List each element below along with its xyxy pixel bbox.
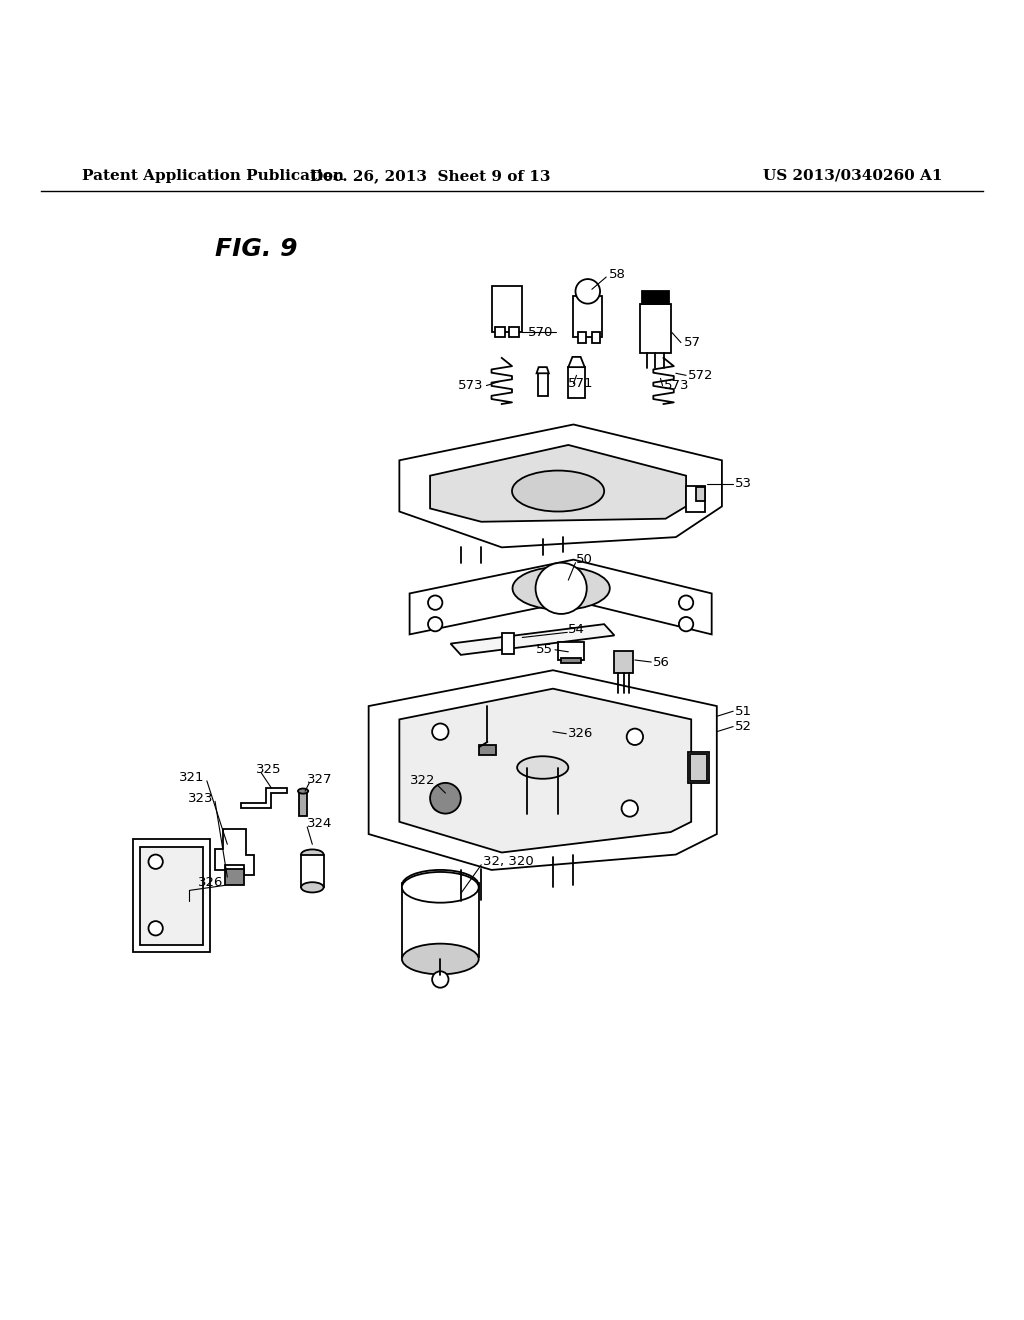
Circle shape [148, 921, 163, 936]
Bar [578, 333, 586, 343]
Text: 57: 57 [684, 337, 701, 348]
Polygon shape [399, 689, 691, 853]
Bar [688, 752, 709, 783]
Text: 572: 572 [688, 368, 714, 381]
Bar [495, 327, 505, 338]
Circle shape [627, 729, 643, 744]
Bar [299, 791, 307, 816]
Bar [614, 651, 633, 673]
Text: FIG. 9: FIG. 9 [215, 236, 298, 260]
Ellipse shape [517, 756, 568, 779]
Text: 321: 321 [179, 771, 205, 784]
Polygon shape [241, 788, 287, 808]
Text: 573: 573 [458, 379, 483, 392]
Text: 52: 52 [735, 721, 753, 733]
Bar [642, 292, 669, 304]
Text: 51: 51 [735, 705, 753, 718]
Bar [479, 744, 496, 755]
Text: 322: 322 [410, 775, 435, 787]
Bar [686, 486, 705, 512]
Bar [690, 754, 707, 781]
Bar [140, 847, 203, 945]
Text: 50: 50 [575, 553, 592, 566]
Bar [558, 642, 584, 660]
Bar [568, 367, 585, 397]
Text: US 2013/0340260 A1: US 2013/0340260 A1 [763, 169, 942, 182]
Circle shape [575, 279, 600, 304]
Text: 571: 571 [568, 378, 594, 389]
Circle shape [430, 783, 461, 813]
Circle shape [622, 800, 638, 817]
Bar [592, 333, 600, 343]
Circle shape [432, 795, 449, 812]
Bar [301, 854, 324, 887]
Ellipse shape [512, 470, 604, 512]
Bar [492, 286, 522, 333]
Bar [696, 487, 705, 502]
Text: Patent Application Publication: Patent Application Publication [82, 169, 344, 182]
Text: 55: 55 [536, 643, 553, 656]
Circle shape [679, 616, 693, 631]
Text: 327: 327 [307, 774, 333, 787]
Text: 570: 570 [527, 326, 553, 339]
Polygon shape [537, 367, 549, 374]
Bar [402, 883, 479, 957]
Polygon shape [451, 624, 614, 655]
Text: 323: 323 [187, 792, 213, 805]
Bar [225, 869, 244, 886]
Text: 326: 326 [568, 727, 594, 741]
Polygon shape [215, 829, 254, 875]
Ellipse shape [298, 788, 308, 793]
Text: 53: 53 [735, 478, 753, 490]
Polygon shape [399, 425, 722, 548]
Text: 573: 573 [664, 379, 689, 392]
Bar [509, 327, 519, 338]
Polygon shape [568, 356, 585, 367]
Ellipse shape [401, 873, 478, 903]
Ellipse shape [401, 944, 478, 974]
Polygon shape [369, 671, 717, 870]
Text: 324: 324 [307, 817, 333, 830]
Circle shape [428, 616, 442, 631]
Circle shape [432, 972, 449, 987]
Text: Dec. 26, 2013  Sheet 9 of 13: Dec. 26, 2013 Sheet 9 of 13 [310, 169, 550, 182]
Circle shape [679, 595, 693, 610]
Text: 32, 320: 32, 320 [483, 855, 535, 869]
Bar [502, 634, 514, 653]
Bar [538, 374, 548, 396]
Bar [640, 304, 671, 352]
Text: 58: 58 [609, 268, 626, 281]
Ellipse shape [401, 870, 478, 900]
Text: 56: 56 [653, 656, 670, 668]
Text: 325: 325 [256, 763, 282, 776]
Circle shape [428, 595, 442, 610]
Bar [561, 657, 581, 663]
Polygon shape [430, 445, 686, 521]
Text: 326: 326 [198, 875, 223, 888]
Ellipse shape [301, 882, 324, 892]
Text: 54: 54 [568, 623, 585, 636]
Bar [573, 297, 602, 338]
Circle shape [432, 723, 449, 741]
Circle shape [536, 562, 587, 614]
Circle shape [148, 854, 163, 869]
Ellipse shape [513, 566, 610, 610]
Bar [133, 840, 210, 952]
Ellipse shape [301, 850, 324, 859]
Polygon shape [410, 560, 712, 635]
